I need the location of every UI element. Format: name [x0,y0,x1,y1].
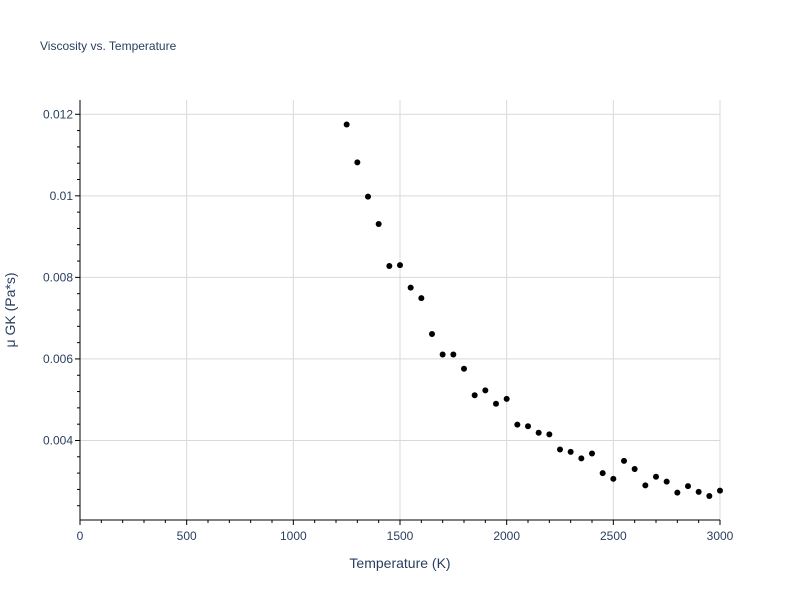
data-point [631,466,638,473]
data-point [450,351,457,358]
y-tick-label: 0.012 [43,107,73,121]
data-point [535,429,542,436]
chart-title: Viscosity vs. Temperature [40,39,177,53]
data-point [471,392,478,399]
data-point [653,473,659,480]
data-point [610,475,617,482]
data-point [546,431,553,438]
data-point [557,446,563,453]
x-tick-label: 3000 [707,529,734,543]
data-point [503,395,510,402]
data-point [397,262,403,269]
x-tick-label: 2000 [493,529,520,543]
data-point [343,121,350,128]
data-point [642,482,649,489]
data-point [685,483,691,490]
x-tick-label: 1000 [280,529,307,543]
data-point [407,284,414,291]
data-point [589,450,595,457]
data-point [674,489,681,496]
data-point [663,478,670,485]
data-point [375,220,382,227]
data-point [493,400,499,407]
y-tick-label: 0.004 [43,433,73,447]
axes: 0 500 1000 1500 2000 2500 3000 0.004 0.006 0.008 0… [43,100,734,543]
data-point [621,457,627,464]
x-tick-label: 0 [77,529,84,543]
x-tick-label: 2500 [600,529,627,543]
data-point [354,159,361,166]
data-point [429,331,435,338]
data-point [578,455,585,462]
data-point [439,351,446,358]
data-point [525,423,531,430]
x-tick-label: 500 [177,529,197,543]
data-point [567,448,574,455]
data-point [706,492,713,499]
data-point [418,295,425,302]
data-point [365,193,371,200]
data-point [514,421,521,428]
x-axis-title: Temperature (K) [349,555,450,571]
data-point [386,262,393,269]
y-tick-label: 0.006 [43,352,73,366]
data-point [482,387,489,394]
grid-lines [80,100,721,520]
data-point [717,487,723,494]
data-point [695,488,702,495]
data-points [343,121,723,499]
x-tick-label: 1500 [387,529,414,543]
y-tick-label: 0.008 [43,270,73,284]
y-axis-title: μ GK (Pa*s) [2,273,18,348]
data-point [461,365,467,372]
data-point [599,470,606,477]
y-tick-label: 0.01 [50,189,74,203]
